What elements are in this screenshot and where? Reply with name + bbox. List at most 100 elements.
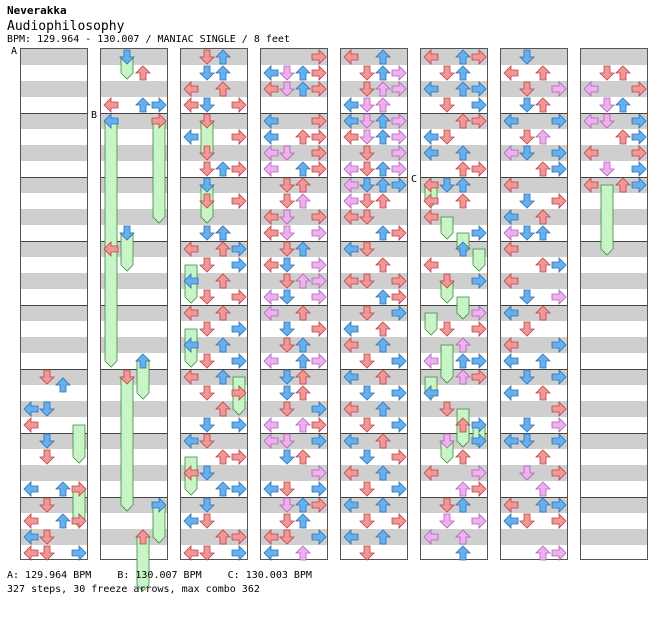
arrow-left-icon xyxy=(503,65,519,81)
arrow-left-icon xyxy=(263,289,279,305)
arrow-down-icon xyxy=(279,145,295,161)
arrow-down-icon xyxy=(279,369,295,385)
arrow-right-icon xyxy=(631,161,647,177)
measure-line xyxy=(501,113,567,114)
freeze-arrow-down xyxy=(600,184,614,256)
arrow-up-icon xyxy=(455,177,471,193)
arrow-left-icon xyxy=(103,97,119,113)
arrow-right-icon xyxy=(391,289,407,305)
arrow-down-icon xyxy=(279,529,295,545)
beat-band xyxy=(21,273,87,289)
arrow-down-icon xyxy=(359,449,375,465)
arrow-up-icon xyxy=(375,401,391,417)
arrow-right-icon xyxy=(471,465,487,481)
measure-line xyxy=(101,433,167,434)
chart-bpm-difficulty: BPM: 129.964 - 130.007 / MANIAC SINGLE /… xyxy=(7,34,290,45)
arrow-up-icon xyxy=(215,81,231,97)
arrow-left-icon xyxy=(503,177,519,193)
arrow-left-icon xyxy=(23,481,39,497)
chart-column-2 xyxy=(100,48,168,592)
arrow-up-icon xyxy=(295,337,311,353)
arrow-up-icon xyxy=(375,433,391,449)
arrow-up-icon xyxy=(455,65,471,81)
arrow-up-icon xyxy=(455,353,471,369)
arrow-right-icon xyxy=(551,513,567,529)
arrow-up-icon xyxy=(455,417,471,433)
measure-line xyxy=(501,241,567,242)
notes-layer xyxy=(23,369,87,561)
arrow-up-icon xyxy=(615,177,631,193)
measure-line xyxy=(21,113,87,114)
arrow-up-icon xyxy=(295,385,311,401)
arrow-down-icon xyxy=(519,145,535,161)
beat-band xyxy=(581,529,647,545)
arrow-down-icon xyxy=(279,385,295,401)
beat-band xyxy=(21,113,87,129)
measure-line xyxy=(181,241,247,242)
beat-band xyxy=(341,49,407,65)
arrow-right-icon xyxy=(391,305,407,321)
arrow-up-icon xyxy=(55,513,71,529)
chart-column-3 xyxy=(180,48,248,561)
arrow-down-icon xyxy=(279,289,295,305)
arrow-right-icon xyxy=(631,113,647,129)
notes-layer xyxy=(583,65,647,256)
arrow-left-icon xyxy=(343,97,359,113)
arrow-right-icon xyxy=(311,417,327,433)
arrow-down-icon xyxy=(279,449,295,465)
arrow-right-icon xyxy=(551,417,567,433)
beat-band xyxy=(581,465,647,481)
arrow-up-icon xyxy=(375,113,391,129)
arrow-left-icon xyxy=(183,241,199,257)
beat-band xyxy=(421,241,487,257)
notes-layer xyxy=(503,49,567,561)
chart-column-6 xyxy=(420,48,488,561)
beat-band xyxy=(21,337,87,353)
beat-band xyxy=(341,337,407,353)
arrow-up-icon xyxy=(535,545,551,561)
arrow-down-icon xyxy=(359,241,375,257)
arrow-up-icon xyxy=(215,161,231,177)
arrow-down-icon xyxy=(199,417,215,433)
beat-band xyxy=(581,241,647,257)
measure-line xyxy=(581,177,647,178)
arrow-down-icon xyxy=(439,129,455,145)
beat-band xyxy=(581,145,647,161)
arrow-down-icon xyxy=(599,161,615,177)
arrow-left-icon xyxy=(583,145,599,161)
arrow-left-icon xyxy=(263,433,279,449)
beat-band xyxy=(181,305,247,321)
arrow-up-icon xyxy=(215,49,231,65)
arrow-right-icon xyxy=(231,481,247,497)
arrow-up-icon xyxy=(215,225,231,241)
arrow-up-icon xyxy=(135,65,151,81)
arrow-left-icon xyxy=(343,273,359,289)
measure-line xyxy=(181,497,247,498)
arrow-left-icon xyxy=(263,545,279,561)
chart-song-title: Audiophilosophy xyxy=(7,19,125,34)
arrow-up-icon xyxy=(55,377,71,393)
beat-band xyxy=(581,81,647,97)
arrow-up-icon xyxy=(375,81,391,97)
beat-band xyxy=(181,209,247,225)
arrow-right-icon xyxy=(311,209,327,225)
bpm-marker-b: B xyxy=(91,110,98,121)
measure-line xyxy=(181,177,247,178)
arrow-down-icon xyxy=(279,81,295,97)
chart-stats: 327 steps, 30 freeze arrows, max combo 3… xyxy=(7,584,260,595)
arrow-right-icon xyxy=(391,161,407,177)
measure-line xyxy=(181,113,247,114)
arrow-down-icon xyxy=(199,545,215,561)
arrow-right-icon xyxy=(391,225,407,241)
arrow-down-icon xyxy=(519,97,535,113)
beat-band xyxy=(261,465,327,481)
arrow-right-icon xyxy=(71,513,87,529)
arrow-down-icon xyxy=(199,289,215,305)
arrow-up-icon xyxy=(295,81,311,97)
arrow-down-icon xyxy=(439,513,455,529)
arrow-up-icon xyxy=(375,193,391,209)
arrow-down-icon xyxy=(39,433,55,449)
arrow-right-icon xyxy=(151,497,167,513)
arrow-up-icon xyxy=(135,353,151,369)
arrow-right-icon xyxy=(471,273,487,289)
